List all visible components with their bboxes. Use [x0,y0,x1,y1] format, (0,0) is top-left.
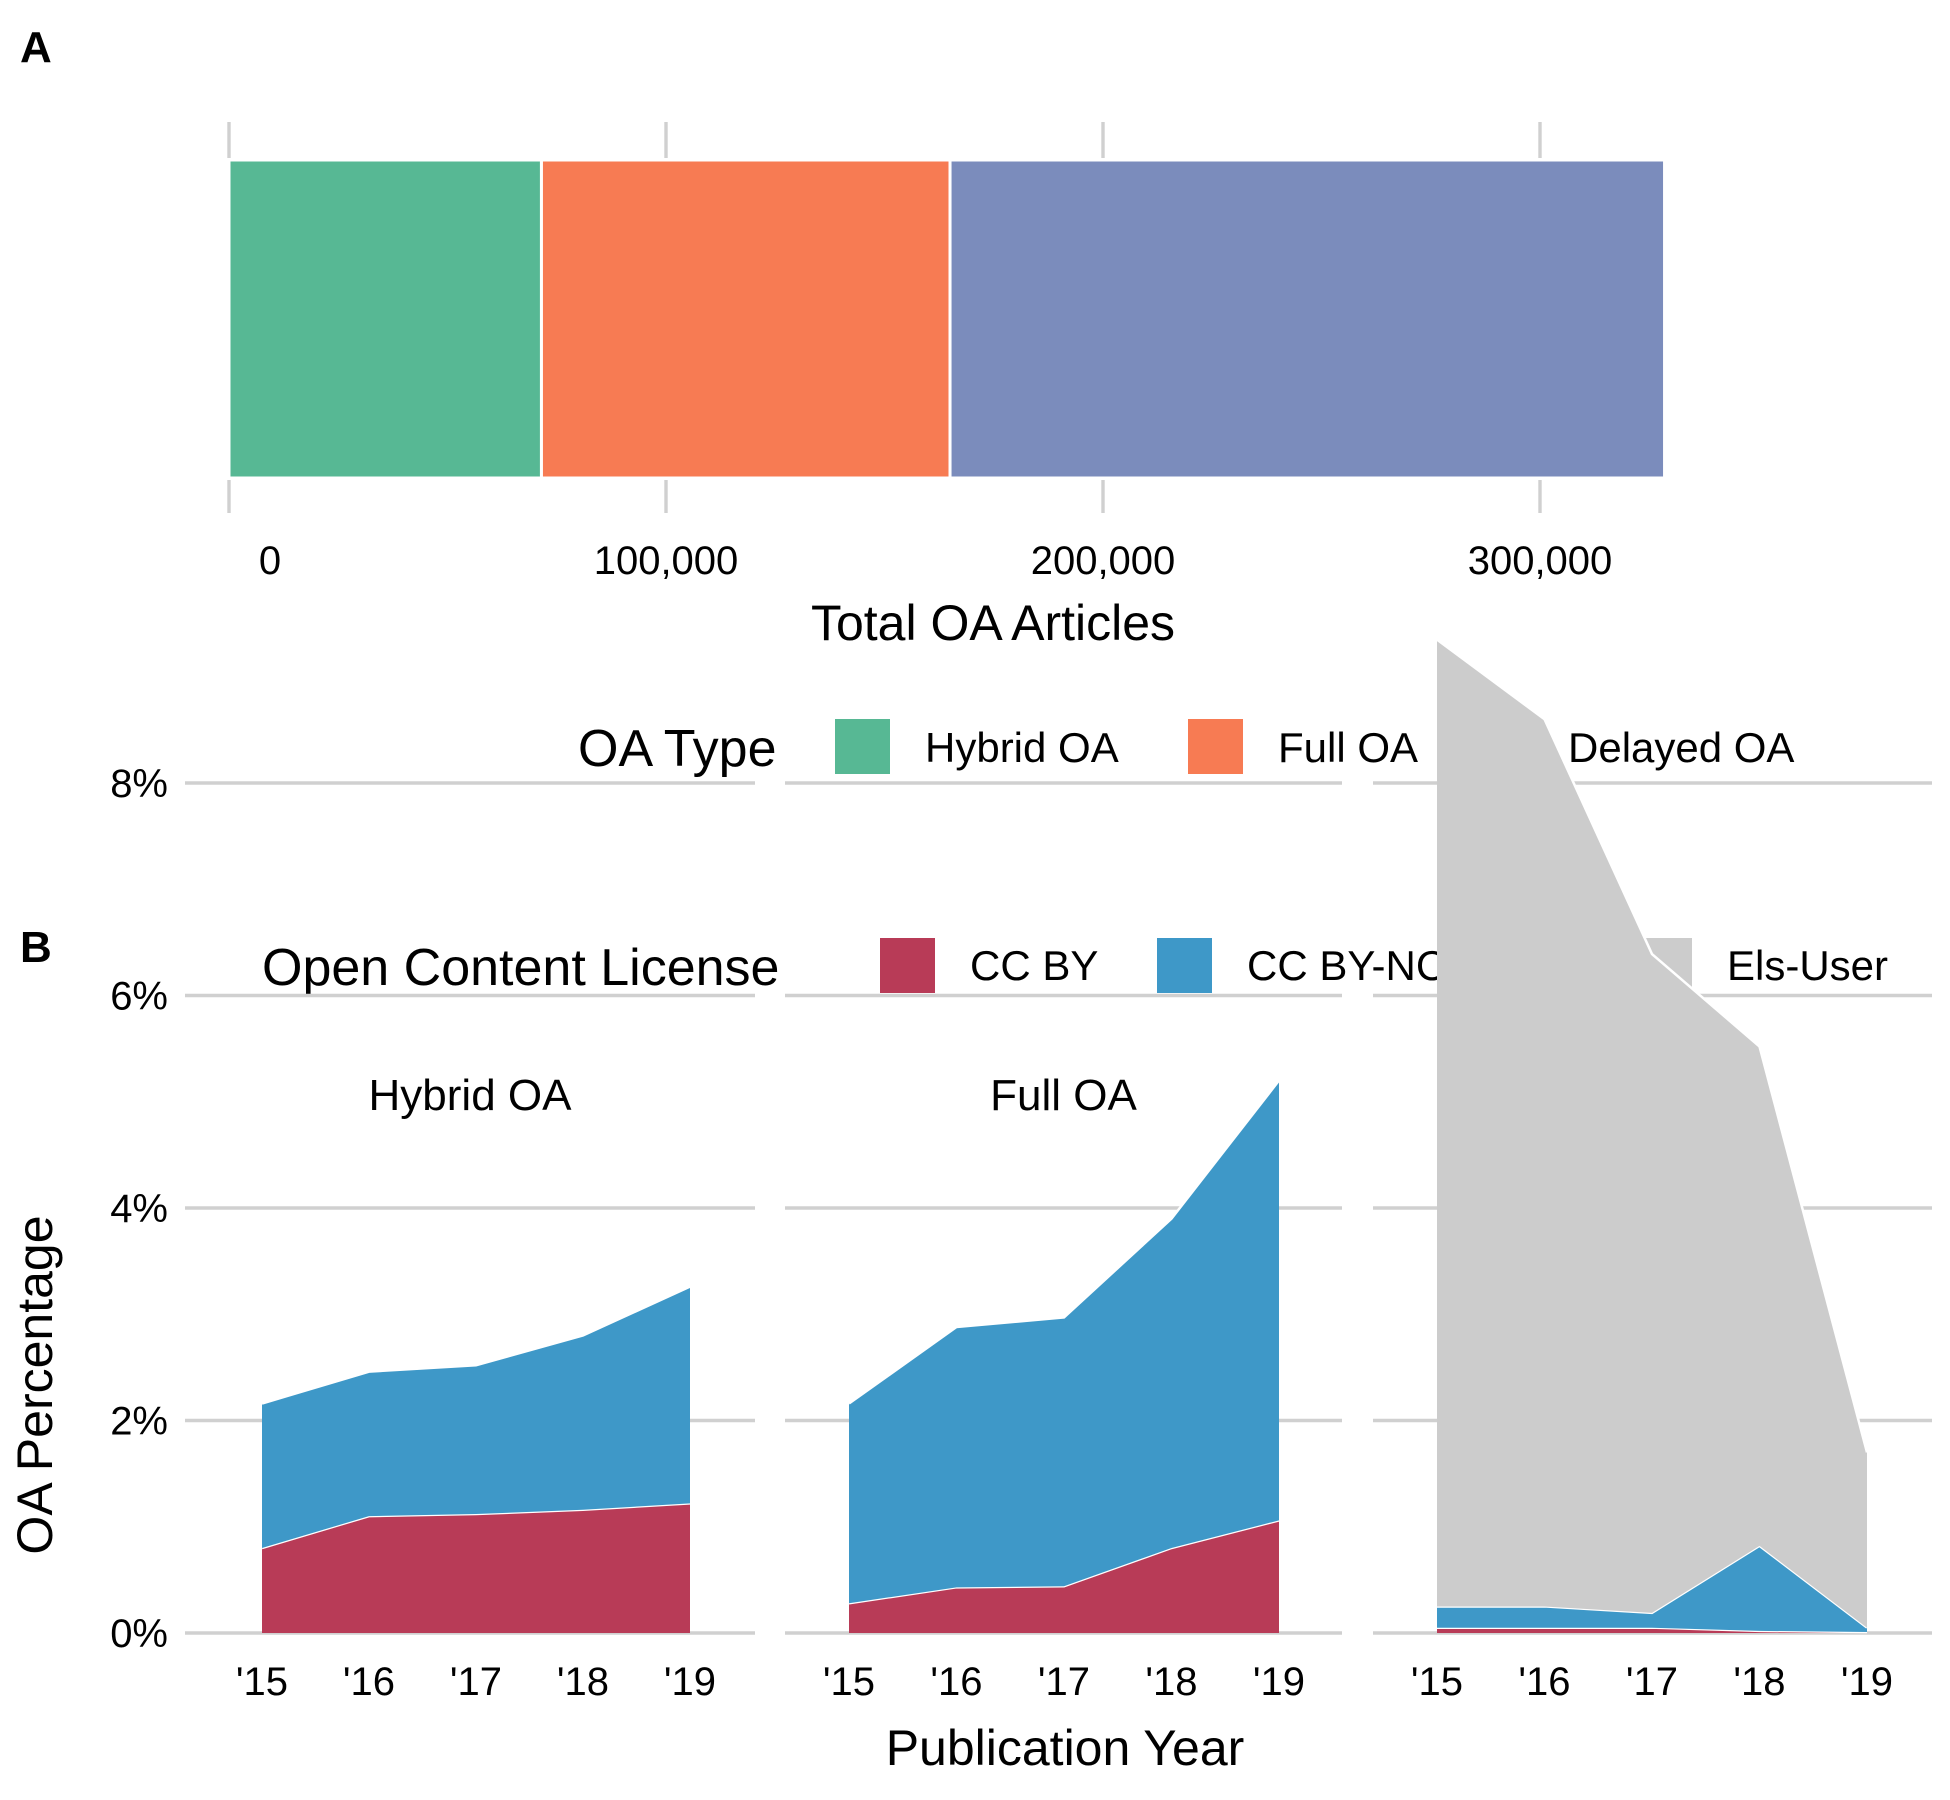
panel-a-legend: OA Type Hybrid OA Full OA Delayed OA [578,719,1794,778]
panel-b-x-tick-label: '17 [1626,1660,1678,1704]
legend-label-full-oa: Full OA [1278,724,1418,771]
bar-segment-hybrid-oa [227,158,543,480]
panel-a-x-tick-label: 100,000 [594,539,739,583]
panel-b-y-tick-labels: 0% 2% 4% 6% 8% [110,762,168,1656]
area-cc-by-nc-nd [1437,1545,1867,1632]
panel-a-x-tick-label: 0 [259,539,281,583]
legend-label-els-user: Els-User [1727,942,1888,989]
panel-b-x-tick-label: '18 [1733,1660,1785,1704]
panel-a-x-axis-title: Total OA Articles [811,595,1175,651]
legend-label-cc-by: CC BY [970,942,1098,989]
facet-delayed-oa: Delayed OA '15 '16 '17 '18 '19 [1373,638,1932,1704]
area-cc-by-nc-nd [262,1286,690,1548]
bar-segment-full-oa [539,158,952,480]
panel-b-legend: Open Content License CC BY CC BY-NC-ND Els… [262,938,1888,997]
panel-a-x-tick-labels: 0 100,000 200,000 300,000 [259,539,1612,583]
panel-b-x-tick-label: '15 [236,1660,288,1704]
legend-key-full-oa [1188,719,1243,774]
facet-hybrid-oa: Hybrid OA '15 '16 '17 '18 '19 [185,781,755,1704]
panel-a-label: A [20,23,52,72]
area-edge-cc-by-nc-nd [261,1285,691,1405]
panel-b-x-tick-label: '17 [1038,1660,1090,1704]
panel-a-gridlines [227,122,1542,513]
panel-b-x-tick-label: '17 [450,1660,502,1704]
panel-b-x-tick-label: '15 [823,1660,875,1704]
panel-b-x-tick-label: '16 [343,1660,395,1704]
panel-b-y-tick-label: 0% [110,1612,168,1656]
facet-title: Full OA [990,1071,1137,1120]
legend-key-cc-by-nc-nd [1157,938,1212,993]
panel-b-x-tick-label: '16 [1518,1660,1570,1704]
panel-b-x-tick-label: '16 [930,1660,982,1704]
panel-b-legend-title: Open Content License [262,939,779,997]
panel-a-bar-chart: 0 100,000 200,000 300,000 Total OA Articles… [227,122,1794,778]
panel-b-facets: Hybrid OA '15 '16 '17 '18 '19 Full OA '15 '16 '17… [185,638,1932,1704]
panel-b-y-tick-label: 4% [110,1187,168,1231]
panel-b-y-tick-label: 8% [110,762,168,806]
panel-b-area-chart: Open Content License CC BY CC BY-NC-ND Els… [7,638,1932,1776]
panel-b-x-tick-label: '19 [1841,1660,1893,1704]
area-edge-els-user [1436,638,1869,1453]
panel-a-x-tick-label: 200,000 [1031,539,1176,583]
area-edge-cc-by-nc-nd [848,1079,1280,1405]
facet-title: Hybrid OA [369,1071,573,1120]
panel-a-x-tick-label: 300,000 [1468,539,1613,583]
legend-key-hybrid-oa [835,719,890,774]
panel-b-x-tick-label: '18 [1145,1660,1197,1704]
legend-label-delayed-oa: Delayed OA [1568,724,1794,771]
panel-b-x-tick-label: '15 [1411,1660,1463,1704]
panel-b-x-tick-label: '19 [664,1660,716,1704]
panel-b-y-tick-label: 6% [110,975,168,1019]
panel-a-legend-title: OA Type [578,720,777,778]
area-cc-by-nc-nd [849,1080,1279,1604]
panel-b-label: B [20,923,52,972]
panel-b-x-tick-label: '18 [557,1660,609,1704]
bar-segment-delayed-oa [948,158,1667,480]
panel-b-x-axis-title: Publication Year [886,1720,1245,1776]
facet-full-oa: Full OA '15 '16 '17 '18 '19 [785,781,1342,1704]
legend-key-cc-by [880,938,935,993]
legend-label-hybrid-oa: Hybrid OA [925,724,1119,771]
area-cc-by [262,1503,690,1633]
panel-b-x-tick-label: '19 [1253,1660,1305,1704]
panel-b-y-tick-label: 2% [110,1400,168,1444]
panel-a-bars [227,158,1667,480]
panel-b-y-axis-title: OA Percentage [7,1215,63,1554]
area-els-user [1437,639,1867,1628]
